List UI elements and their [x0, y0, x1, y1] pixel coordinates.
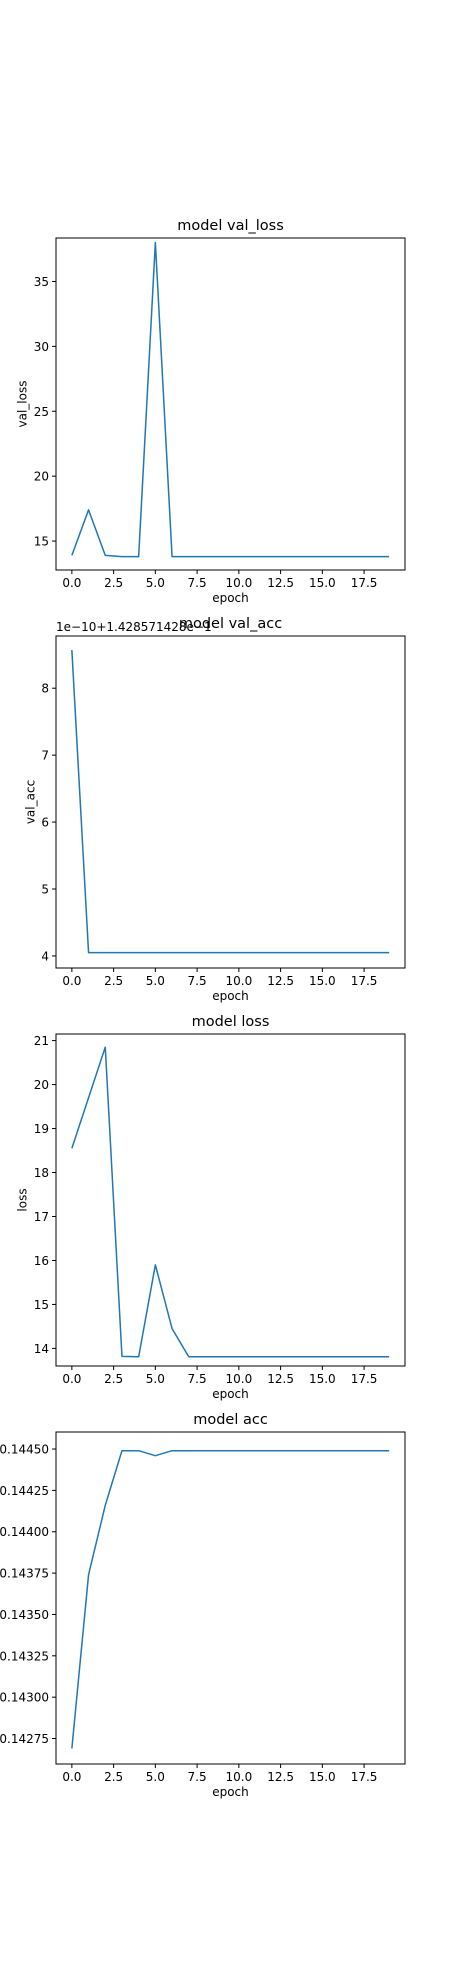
x-tick-label: 2.5 [104, 1770, 123, 1784]
chart-title: model loss [192, 1014, 270, 1030]
x-tick-label: 12.5 [267, 1372, 294, 1386]
series-line [71, 1449, 390, 1749]
x-axis-label: epoch [212, 989, 249, 1003]
chart-title: model val_loss [177, 218, 284, 234]
chart-panel-2: 0.0 2.5 5.0 7.5 10.0 12.5 15.0 17.5 4 5 6 7 8 model v… [23, 616, 406, 1003]
y-tick-label: 5 [41, 883, 49, 897]
x-tick-label: 17.5 [351, 1770, 378, 1784]
y-tick-label: 18 [34, 1166, 49, 1180]
x-tick-label: 0.0 [62, 576, 81, 590]
y-tick-label: 19 [34, 1122, 49, 1136]
y-tick-label: 14 [34, 1342, 49, 1356]
y-tick-label: 15 [34, 1298, 49, 1312]
y-tick-label: 17 [34, 1210, 49, 1224]
x-tick-label: 15.0 [309, 1372, 336, 1386]
axes-frame [55, 237, 406, 571]
x-tick-label: 12.5 [267, 576, 294, 590]
series-line [71, 241, 390, 558]
y-tick-label: 0.14300 [0, 1691, 49, 1705]
x-tick-label: 10.0 [225, 974, 252, 988]
x-tick-label: 5.0 [146, 1770, 165, 1784]
y-tick-label: 21 [34, 1034, 49, 1048]
y-tick-label: 7 [41, 749, 49, 763]
y-tick-label: 6 [41, 816, 49, 830]
y-tick-label: 16 [34, 1254, 49, 1268]
x-tick-label: 0.0 [62, 974, 81, 988]
chart-panel-3: 0.0 2.5 5.0 7.5 10.0 12.5 15.0 17.5 14 15 16 17 18 19… [16, 1014, 406, 1401]
y-tick-label: 0.14450 [0, 1443, 49, 1457]
x-tick-label: 15.0 [309, 1770, 336, 1784]
x-tick-label: 10.0 [225, 1372, 252, 1386]
x-tick-label: 10.0 [225, 576, 252, 590]
x-tick-label: 12.5 [267, 1770, 294, 1784]
y-tick-label: 0.14400 [0, 1525, 49, 1539]
x-tick-label: 12.5 [267, 974, 294, 988]
x-tick-label: 7.5 [188, 1770, 207, 1784]
x-tick-label: 7.5 [188, 576, 207, 590]
x-tick-label: 17.5 [351, 974, 378, 988]
x-axis-label: epoch [212, 591, 249, 605]
x-tick-label: 2.5 [104, 576, 123, 590]
y-offset-text: 1e−10+1.428571428e−1 [56, 620, 212, 634]
y-axis-label: val_loss [16, 381, 30, 428]
chart-panel-4: 0.0 2.5 5.0 7.5 10.0 12.5 15.0 17.5 0.14275 0.143… [0, 1412, 406, 1799]
y-tick-label: 8 [41, 682, 49, 696]
y-tick-label: 0.14375 [0, 1567, 49, 1581]
y-tick-label: 35 [34, 275, 49, 289]
x-tick-label: 15.0 [309, 576, 336, 590]
y-tick-label: 0.14275 [0, 1732, 49, 1746]
axes-frame [55, 635, 406, 969]
y-tick-label: 4 [41, 949, 49, 963]
x-tick-label: 0.0 [62, 1372, 81, 1386]
series-line [71, 650, 390, 954]
y-tick-label: 25 [34, 405, 49, 419]
series-line [71, 1046, 390, 1358]
chart-panel-1: 0.0 2.5 5.0 7.5 10.0 12.5 15.0 17.5 15 20 25 30 35 mo… [16, 218, 406, 605]
y-tick-label: 30 [34, 340, 49, 354]
x-tick-label: 5.0 [146, 974, 165, 988]
x-tick-label: 0.0 [62, 1770, 81, 1784]
x-tick-label: 10.0 [225, 1770, 252, 1784]
chart-title: model acc [193, 1412, 268, 1428]
y-tick-label: 20 [34, 1078, 49, 1092]
x-axis-label: epoch [212, 1785, 249, 1799]
x-tick-label: 5.0 [146, 576, 165, 590]
x-tick-label: 7.5 [188, 1372, 207, 1386]
y-tick-label: 0.14425 [0, 1484, 49, 1498]
y-axis-label: loss [16, 1188, 30, 1211]
y-tick-label: 15 [34, 535, 49, 549]
y-tick-label: 0.14325 [0, 1649, 49, 1663]
y-tick-label: 20 [34, 470, 49, 484]
axes-frame [55, 1033, 406, 1367]
y-axis-label: val_acc [23, 780, 37, 824]
chart-title: model val_acc [179, 616, 282, 632]
x-tick-label: 7.5 [188, 974, 207, 988]
x-tick-label: 17.5 [351, 576, 378, 590]
x-tick-label: 5.0 [146, 1372, 165, 1386]
x-tick-label: 15.0 [309, 974, 336, 988]
y-tick-label: 0.14350 [0, 1608, 49, 1622]
axes-frame [55, 1431, 406, 1765]
x-tick-label: 2.5 [104, 1372, 123, 1386]
x-axis-label: epoch [212, 1387, 249, 1401]
x-tick-label: 17.5 [351, 1372, 378, 1386]
x-tick-label: 2.5 [104, 974, 123, 988]
